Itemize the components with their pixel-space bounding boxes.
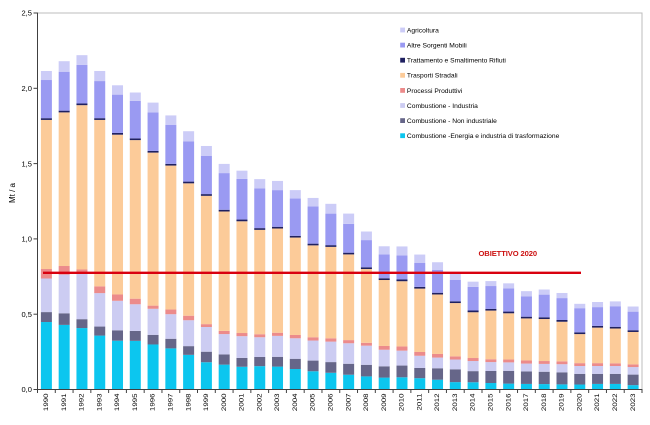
svg-text:Altre Sorgenti Mobili: Altre Sorgenti Mobili bbox=[407, 43, 467, 50]
svg-text:1995: 1995 bbox=[131, 394, 139, 412]
svg-text:2001: 2001 bbox=[237, 394, 245, 412]
svg-text:OBIETTIVO 2020: OBIETTIVO 2020 bbox=[479, 249, 538, 258]
svg-text:2019: 2019 bbox=[557, 394, 565, 412]
svg-text:2012: 2012 bbox=[433, 394, 441, 412]
svg-text:1991: 1991 bbox=[60, 394, 68, 412]
svg-text:Trattamento e Smaltimento Rifi: Trattamento e Smaltimento Rifiuti bbox=[407, 58, 507, 65]
svg-text:2007: 2007 bbox=[344, 394, 352, 412]
svg-text:Combustione - Industria: Combustione - Industria bbox=[407, 103, 478, 110]
svg-text:Combustione -Energia e industr: Combustione -Energia e industria di tras… bbox=[407, 133, 560, 140]
svg-text:Agricoltura: Agricoltura bbox=[407, 27, 439, 34]
svg-text:2003: 2003 bbox=[273, 394, 281, 412]
svg-text:2021: 2021 bbox=[593, 394, 601, 412]
svg-text:Mt / a: Mt / a bbox=[8, 182, 17, 203]
svg-text:2006: 2006 bbox=[326, 394, 334, 412]
svg-text:2018: 2018 bbox=[540, 394, 548, 412]
svg-text:2015: 2015 bbox=[486, 394, 494, 412]
svg-text:2008: 2008 bbox=[362, 394, 370, 412]
svg-text:2000: 2000 bbox=[220, 394, 228, 412]
svg-text:Combustione - Non industriale: Combustione - Non industriale bbox=[407, 118, 497, 125]
svg-text:Trasporti Stradali: Trasporti Stradali bbox=[407, 73, 458, 80]
svg-text:2020: 2020 bbox=[575, 394, 583, 412]
svg-text:0,0: 0,0 bbox=[21, 385, 31, 394]
svg-text:1,5: 1,5 bbox=[21, 159, 31, 168]
svg-text:2,0: 2,0 bbox=[21, 84, 31, 93]
svg-text:2013: 2013 bbox=[451, 394, 459, 412]
svg-text:2,5: 2,5 bbox=[21, 9, 31, 18]
svg-text:2002: 2002 bbox=[255, 394, 263, 412]
svg-text:Processi Produttivi: Processi Produttivi bbox=[407, 88, 463, 95]
svg-text:1990: 1990 bbox=[42, 394, 50, 412]
svg-text:2017: 2017 bbox=[522, 394, 530, 412]
svg-text:1,0: 1,0 bbox=[21, 235, 31, 244]
svg-text:2016: 2016 bbox=[504, 394, 512, 412]
svg-text:2014: 2014 bbox=[468, 394, 476, 412]
svg-text:1999: 1999 bbox=[202, 394, 210, 412]
svg-text:1996: 1996 bbox=[148, 394, 156, 412]
svg-text:1994: 1994 bbox=[113, 394, 121, 412]
svg-text:1993: 1993 bbox=[95, 394, 103, 412]
svg-text:2005: 2005 bbox=[308, 394, 316, 412]
svg-text:1992: 1992 bbox=[77, 394, 85, 412]
svg-text:2009: 2009 bbox=[380, 394, 388, 412]
svg-text:0,5: 0,5 bbox=[21, 310, 31, 319]
svg-text:2023: 2023 bbox=[628, 394, 636, 412]
svg-text:1998: 1998 bbox=[184, 394, 192, 412]
svg-text:2022: 2022 bbox=[611, 394, 619, 412]
svg-text:2004: 2004 bbox=[291, 394, 299, 412]
svg-text:2011: 2011 bbox=[415, 394, 423, 411]
svg-text:2010: 2010 bbox=[397, 394, 405, 412]
svg-text:1997: 1997 bbox=[166, 394, 174, 412]
